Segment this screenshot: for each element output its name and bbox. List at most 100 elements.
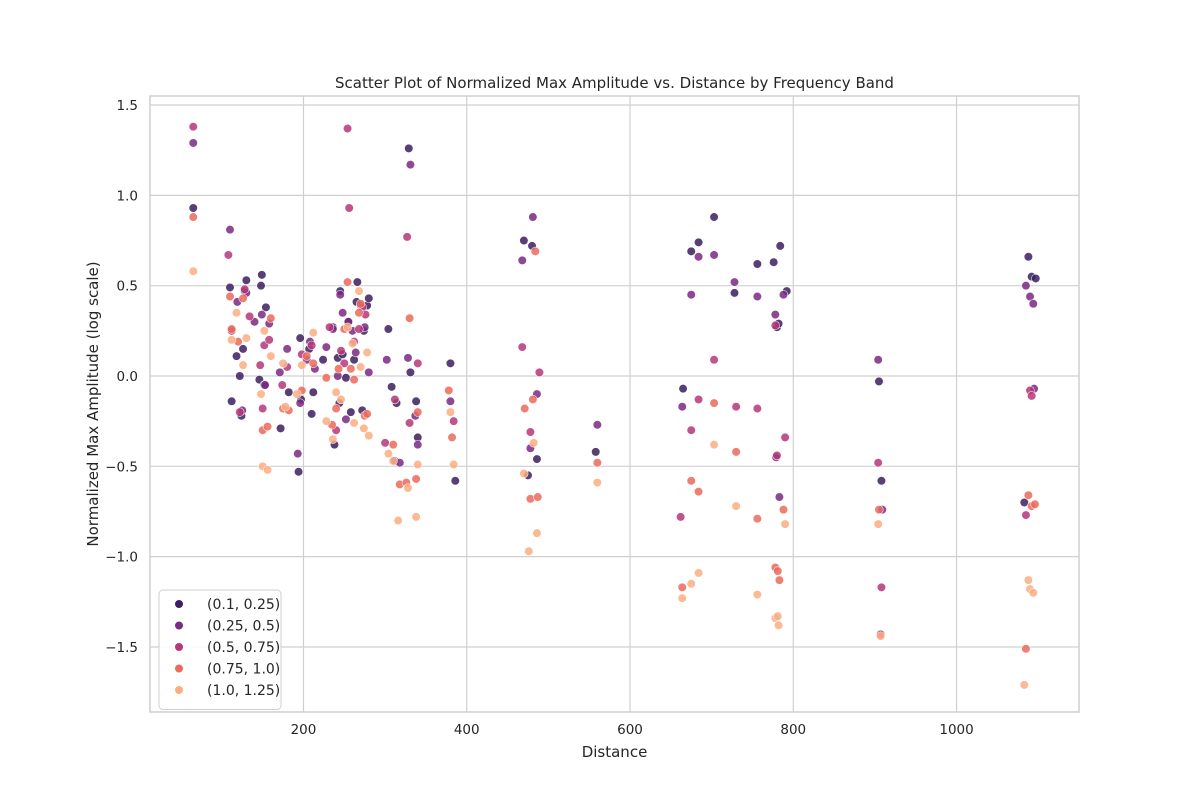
scatter-point [874,505,884,515]
scatter-point [447,432,457,443]
scatter-point [773,620,784,630]
scatter-point [1021,644,1031,654]
scatter-point [342,277,353,287]
scatter-point [302,351,312,361]
scatter-point [752,259,762,269]
scatter-point [520,403,530,414]
scatter-point [266,313,276,323]
scatter-point [519,468,529,479]
scatter-point [686,246,696,256]
scatter-point [709,440,719,450]
scatter-point [383,324,393,334]
scatter-point [525,427,536,437]
scatter-point [413,358,423,368]
scatter-point [780,432,790,443]
scatter-point [328,434,338,444]
scatter-point [532,454,542,464]
scatter-point [335,290,345,300]
scatter-point [225,282,235,293]
legend-marker [174,685,184,695]
scatter-point [1030,499,1040,509]
scatter-point [292,389,302,399]
scatter-point [238,360,248,370]
scatter-point [404,143,414,153]
scatter-point [444,385,454,396]
scatter-point [259,326,269,336]
scatter-point [256,281,266,291]
scatter-point [780,519,790,529]
scatter-point [731,501,741,511]
scatter-point [876,631,886,641]
scatter-point [382,355,392,365]
scatter-point [445,358,456,368]
scatter-point [404,313,415,323]
scatter-point [387,382,397,392]
scatter-point [383,449,393,459]
scatter-point [450,476,460,486]
scatter-point [188,122,198,132]
y-tick-label: −1.5 [105,640,138,656]
scatter-point [752,589,762,600]
scatter-point [235,371,245,381]
scatter-point [364,431,374,441]
scatter-point [266,351,276,361]
scatter-point [321,342,331,352]
scatter-point [529,438,539,448]
scatter-point [354,324,364,334]
scatter-point [1028,299,1038,309]
scatter-point [528,212,538,222]
grid-layer [150,96,1079,712]
legend-marker [174,599,184,609]
scatter-point [404,418,415,428]
scatter-point [1023,252,1033,262]
legend-label: (0.25, 0.5) [207,619,280,635]
scatter-point [356,299,366,309]
scatter-point [364,293,374,303]
scatter-point [752,514,762,524]
scatter-point [693,568,704,578]
scatter-point [223,250,233,260]
scatter-point [262,465,273,475]
scatter-point [677,582,687,592]
y-tick-label: 0.0 [117,369,138,385]
scatter-point [1028,588,1038,598]
scatter-point [240,284,250,294]
scatter-point [308,387,318,397]
scatter-point [244,311,255,321]
scatter-point [344,203,354,213]
x-axis-label: Distance [582,743,648,761]
scatter-point [293,467,304,477]
scatter-point [346,364,356,374]
scatter-point [231,308,242,318]
scatter-point [235,407,245,417]
scatter-point [411,512,421,522]
scatter-point [331,387,341,397]
scatter-point [238,293,248,303]
scatter-point [402,232,412,242]
legend-marker [174,620,184,631]
y-tick-label: 1.0 [117,188,138,204]
scatter-point [354,308,364,318]
scatter-point [769,257,779,267]
scatter-point [336,346,346,356]
scatter-point [356,362,366,372]
scatter-point [390,394,400,405]
scatter-point [307,409,317,419]
scatter-point [295,398,305,408]
scatter-point [445,407,456,417]
scatter-point [677,593,687,603]
scatter-point [774,575,785,585]
scatter-point [709,355,719,365]
legend-label: (1.0, 1.25) [207,683,280,699]
scatter-point [338,308,348,318]
scatter-point [188,203,198,213]
scatter-point [339,358,349,368]
scatter-point [731,402,741,412]
scatter-point [411,396,421,406]
scatter-point [686,425,696,435]
scatter-point [257,270,267,280]
scatter-point [257,309,267,320]
points-layer [188,122,1041,690]
scatter-point [188,212,198,222]
scatter-point [1027,391,1037,401]
